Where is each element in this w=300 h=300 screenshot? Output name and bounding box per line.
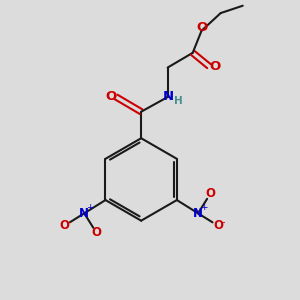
Text: +: +	[200, 203, 208, 212]
Text: O: O	[92, 226, 101, 239]
Text: O: O	[59, 219, 69, 232]
Text: -: -	[222, 217, 225, 227]
Text: O: O	[210, 60, 221, 73]
Text: N: N	[163, 90, 174, 103]
Text: O: O	[213, 219, 223, 232]
Text: O: O	[105, 91, 116, 103]
Text: +: +	[86, 203, 94, 212]
Text: N: N	[79, 207, 89, 220]
Text: H: H	[175, 96, 183, 106]
Text: -: -	[68, 217, 71, 227]
Text: O: O	[205, 187, 215, 200]
Text: N: N	[193, 207, 203, 220]
Text: O: O	[196, 21, 207, 34]
